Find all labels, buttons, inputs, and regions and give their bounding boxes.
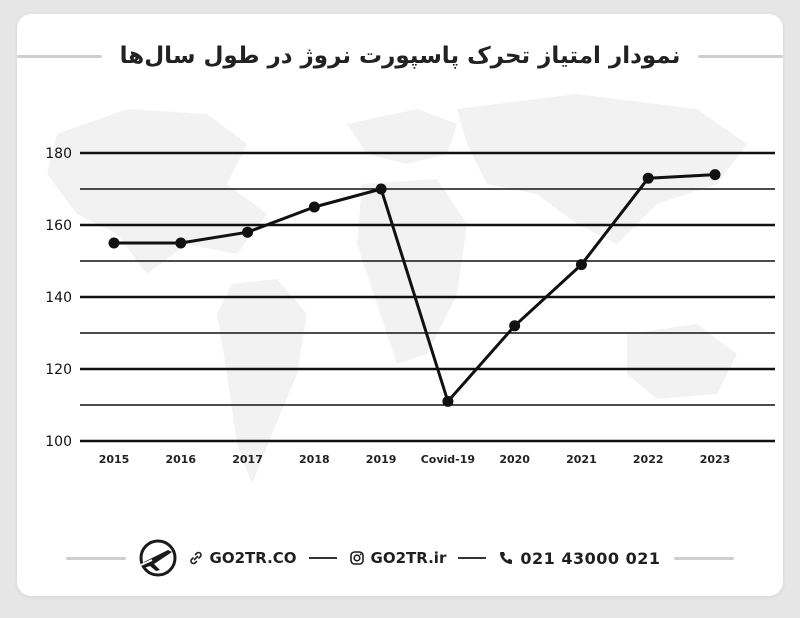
title-rule-left bbox=[17, 54, 102, 58]
data-point bbox=[642, 172, 654, 184]
x-tick-label: 2023 bbox=[700, 453, 731, 466]
y-tick-label: 180 bbox=[45, 146, 72, 162]
chart-title: نمودار امتیاز تحرک پاسپورت نروژ در طول س… bbox=[119, 43, 681, 69]
chart-card: نمودار امتیاز تحرک پاسپورت نروژ در طول س… bbox=[17, 14, 783, 596]
footer-instagram[interactable]: GO2TR.ir bbox=[349, 549, 447, 567]
data-point bbox=[175, 237, 187, 249]
instagram-text: GO2TR.ir bbox=[370, 549, 447, 567]
y-tick-label: 140 bbox=[45, 290, 72, 306]
instagram-icon bbox=[349, 550, 365, 566]
x-tick-label: 2017 bbox=[232, 453, 263, 466]
data-point bbox=[375, 183, 387, 195]
y-tick-label: 100 bbox=[45, 434, 72, 450]
link-icon bbox=[188, 550, 204, 566]
data-point bbox=[108, 237, 120, 249]
data-points bbox=[108, 169, 721, 407]
data-point bbox=[575, 259, 587, 271]
grid-lines bbox=[80, 151, 775, 443]
footer-rule-right bbox=[674, 556, 735, 560]
y-tick-label: 120 bbox=[45, 362, 72, 378]
footer-website[interactable]: GO2TR.CO bbox=[188, 549, 297, 567]
x-tick-label: 2016 bbox=[165, 453, 196, 466]
footer-separator bbox=[308, 557, 337, 559]
x-tick-label: Covid-19 bbox=[421, 453, 475, 466]
data-point bbox=[308, 201, 320, 213]
data-point bbox=[242, 226, 254, 238]
website-text: GO2TR.CO bbox=[209, 549, 297, 567]
data-point bbox=[709, 169, 721, 181]
data-point bbox=[442, 395, 454, 407]
line-chart: 100 120 140 160 180 2015 2016 2017 2018 2019 Covi… bbox=[45, 146, 775, 466]
series-line bbox=[114, 173, 716, 403]
x-tick-label: 2021 bbox=[566, 453, 597, 466]
x-tick-label: 2018 bbox=[299, 453, 330, 466]
title-row: نمودار امتیاز تحرک پاسپورت نروژ در طول س… bbox=[17, 36, 783, 76]
x-tick-labels: 2015 2016 2017 2018 2019 Covid-19 2020 2021 2022… bbox=[99, 453, 731, 466]
data-point bbox=[509, 320, 521, 332]
x-tick-label: 2019 bbox=[366, 453, 397, 466]
x-tick-label: 2020 bbox=[499, 453, 530, 466]
phone-icon bbox=[498, 550, 514, 566]
x-tick-label: 2015 bbox=[99, 453, 130, 466]
phone-text: 021 43000 021 bbox=[520, 548, 661, 568]
title-rule-right bbox=[698, 54, 783, 58]
footer-rule-left bbox=[65, 556, 126, 560]
footer-separator bbox=[458, 557, 487, 559]
x-tick-label: 2022 bbox=[633, 453, 664, 466]
plane-logo-icon bbox=[139, 539, 177, 577]
footer-phone[interactable]: 021 43000 021 bbox=[498, 549, 660, 568]
y-tick-label: 160 bbox=[45, 218, 72, 234]
y-tick-labels: 100 120 140 160 180 bbox=[45, 146, 72, 450]
footer: GO2TR.CO GO2TR.ir 021 43000 021 bbox=[17, 538, 783, 578]
